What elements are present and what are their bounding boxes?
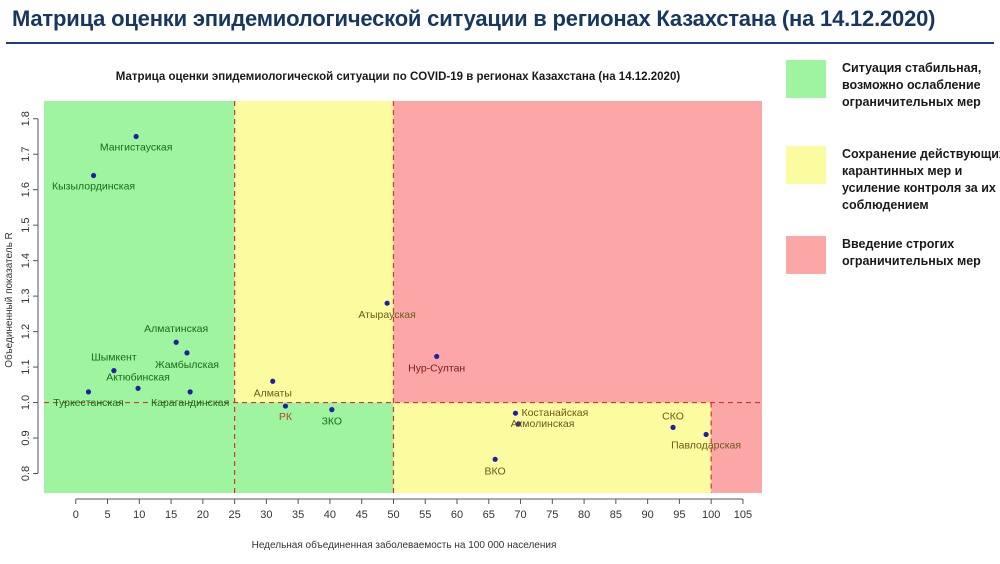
x-tick-label-55: 55 xyxy=(419,509,431,521)
data-point-0 xyxy=(133,133,139,140)
legend-swatch-yellow xyxy=(786,146,826,184)
y-tick-label-1.1: 1.1 xyxy=(20,359,32,374)
threshold-lines xyxy=(44,101,762,493)
y-tick-label-0.9: 0.9 xyxy=(20,430,32,445)
zones-layer xyxy=(44,101,762,493)
x-tick-label-25: 25 xyxy=(228,509,240,521)
title-underline xyxy=(6,42,994,44)
axes-layer: 0 5 10 15 20 25 30 35 40 45 50 55 60 65 70 75 80 85 90 95 10… xyxy=(20,111,752,521)
x-tick-label-40: 40 xyxy=(324,509,336,521)
point-label-4: Шымкент xyxy=(91,352,137,364)
legend-swatch-red xyxy=(786,236,826,274)
chart-title: Матрица оценки эпидемиологической ситуац… xyxy=(116,71,681,83)
x-tick-label-30: 30 xyxy=(260,509,272,521)
point-label-12: Нур-Султан xyxy=(408,362,465,374)
chart-area: 0 5 10 15 20 25 30 35 40 45 50 55 60 65 70 75 80 85 90 95 10… xyxy=(3,71,762,551)
y-tick-label-1.8: 1.8 xyxy=(20,111,32,126)
point-label-9: Алматы xyxy=(254,387,292,399)
zone-red-4 xyxy=(393,101,762,403)
x-tick-label-95: 95 xyxy=(673,509,685,521)
point-label-6: Туркестанская xyxy=(53,397,124,409)
point-label-1: Кызылординская xyxy=(52,180,135,192)
point-label-17: Павлодарская xyxy=(671,439,741,451)
x-tick-label-45: 45 xyxy=(356,509,368,521)
data-point-9 xyxy=(270,378,276,384)
x-tick-label-65: 65 xyxy=(483,509,495,521)
legend: Ситуация стабильная, возможно ослабление… xyxy=(780,58,1000,298)
x-tick-label-100: 100 xyxy=(702,509,720,521)
point-label-11: ЗКО xyxy=(322,416,343,428)
data-point-11 xyxy=(329,407,335,413)
x-tick-label-0: 0 xyxy=(73,509,79,521)
zone-yellow-2 xyxy=(234,101,394,403)
x-tick-label-70: 70 xyxy=(514,509,526,521)
data-point-16 xyxy=(670,424,676,430)
point-label-2: Алматинская xyxy=(144,323,208,335)
zone-yellow-3 xyxy=(393,402,712,493)
y-tick-label-1.7: 1.7 xyxy=(20,147,32,162)
point-label-0: Мангистауская xyxy=(100,141,173,153)
zone-green-1 xyxy=(234,402,394,493)
data-point-4 xyxy=(111,368,117,374)
data-point-3 xyxy=(184,350,190,356)
point-labels-layer: Мангистауская Кызылординская Алматинская Жа… xyxy=(52,141,741,477)
zone-red-5 xyxy=(711,402,762,493)
scatter-chart: 0 5 10 15 20 25 30 35 40 45 50 55 60 65 70 75 80 85 90 95 10… xyxy=(3,71,762,551)
x-tick-label-5: 5 xyxy=(104,509,110,521)
y-tick-label-1.2: 1.2 xyxy=(20,324,32,339)
y-tick-label-1.5: 1.5 xyxy=(20,218,32,233)
slide-title: Матрица оценки эпидемиологической ситуац… xyxy=(12,6,936,31)
point-label-13: Костанайская xyxy=(521,407,588,419)
x-tick-label-15: 15 xyxy=(165,509,177,521)
data-point-12 xyxy=(434,353,440,360)
points-layer xyxy=(85,133,709,462)
y-tick-label-1.4: 1.4 xyxy=(20,253,32,268)
point-label-7: Карагандинская xyxy=(151,397,229,409)
data-point-17 xyxy=(703,431,709,438)
x-tick-label-85: 85 xyxy=(610,509,622,521)
x-tick-label-105: 105 xyxy=(734,509,752,521)
data-point-8 xyxy=(384,300,390,306)
point-label-14: Акмолинская xyxy=(511,418,575,430)
data-point-5 xyxy=(135,385,141,391)
legend-label-maintain: Сохранение действующих карантинных мер и… xyxy=(842,147,1000,212)
data-point-10 xyxy=(282,403,289,409)
data-point-6 xyxy=(85,389,92,395)
y-tick-label-0.8: 0.8 xyxy=(20,466,32,481)
x-tick-label-60: 60 xyxy=(451,509,463,521)
y-tick-label-1.6: 1.6 xyxy=(20,182,32,197)
x-tick-label-10: 10 xyxy=(133,509,145,521)
point-label-16: СКО xyxy=(662,410,684,422)
point-label-3: Жамбылская xyxy=(155,359,219,371)
x-tick-label-50: 50 xyxy=(387,509,399,521)
y-axis-label: Объединенный показатель R xyxy=(3,232,15,368)
legend-swatch-green xyxy=(786,60,826,98)
y-tick-label-1.3: 1.3 xyxy=(20,288,32,303)
x-tick-label-20: 20 xyxy=(197,509,209,521)
data-point-15 xyxy=(492,456,498,462)
y-tick-label-1.0: 1.0 xyxy=(20,395,32,410)
zone-green-0 xyxy=(44,101,235,493)
x-tick-label-35: 35 xyxy=(292,509,304,521)
point-label-5: Актюбинская xyxy=(106,371,170,383)
data-point-7 xyxy=(187,389,193,395)
x-tick-label-90: 90 xyxy=(642,509,654,521)
point-label-8: Атырауская xyxy=(358,309,415,321)
x-axis-label: Недельная объединенная заболеваемость на… xyxy=(252,539,557,551)
data-point-2 xyxy=(173,339,179,345)
data-point-13 xyxy=(512,410,519,416)
legend-label-strict: Введение строгих ограничительных мер xyxy=(842,237,981,268)
data-point-14 xyxy=(516,421,522,427)
legend-label-stable: Ситуация стабильная, возможно ослабление… xyxy=(842,61,982,109)
x-tick-label-80: 80 xyxy=(578,509,590,521)
point-label-10: РК xyxy=(279,411,293,423)
point-label-15: ВКО xyxy=(485,465,506,477)
data-point-1 xyxy=(90,172,97,179)
x-tick-label-75: 75 xyxy=(546,509,558,521)
